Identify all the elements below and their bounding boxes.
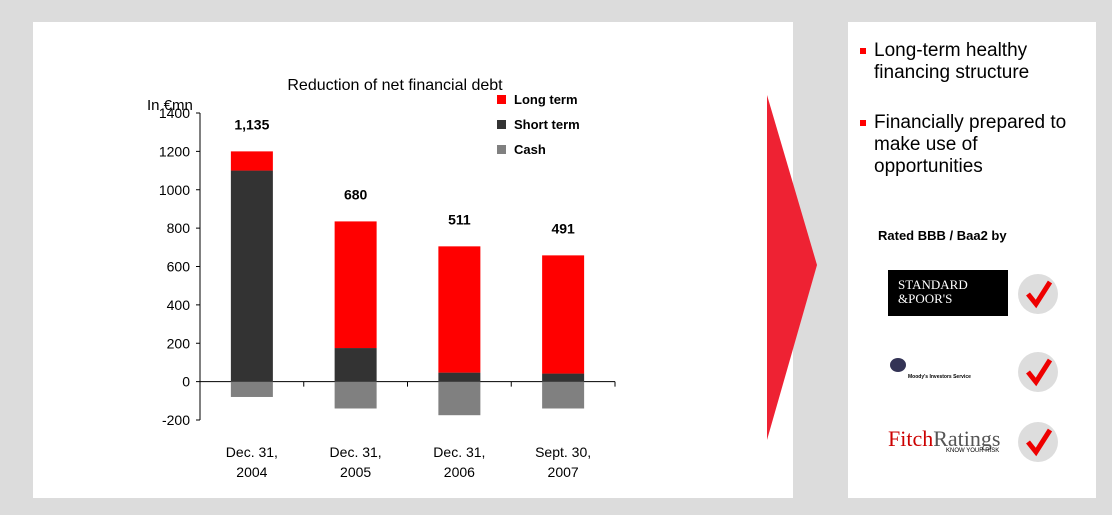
total-label: 491 xyxy=(551,220,575,236)
bar-segment xyxy=(438,372,481,382)
sidebar: Long-term healthy financing structure Fi… xyxy=(848,22,1096,498)
y-tick-label: -200 xyxy=(162,412,190,428)
total-label: 511 xyxy=(448,211,471,227)
arrow xyxy=(767,95,817,440)
y-tick-label: 600 xyxy=(167,259,191,275)
rated-label: Rated BBB / Baa2 by xyxy=(878,228,1007,243)
legend-label: Short term xyxy=(514,117,580,132)
bar-segment xyxy=(334,221,377,349)
x-tick-label: 2007 xyxy=(548,464,579,480)
y-tick-label: 1000 xyxy=(159,182,190,198)
check-icon xyxy=(1026,428,1053,457)
bar-segment xyxy=(334,348,377,382)
check xyxy=(1018,274,1058,314)
chart-title: Reduction of net financial debt xyxy=(287,77,503,94)
bar-segment xyxy=(542,255,585,374)
logo-text: &POOR'S xyxy=(898,291,953,306)
chart: Reduction of net financial debt In €mn -… xyxy=(33,22,817,498)
sp-logo: STANDARD &POOR'S xyxy=(888,270,1008,316)
bullet: Long-term healthy financing structure xyxy=(860,40,1074,84)
unit-label: In €mn xyxy=(147,97,193,114)
chart-panel xyxy=(33,22,793,498)
logo-text: Moody's Investors Service xyxy=(908,374,971,380)
check xyxy=(1018,352,1058,392)
check-icon xyxy=(1026,280,1053,309)
bar-segment xyxy=(438,381,481,416)
check-icon xyxy=(1026,358,1053,387)
legend-swatch xyxy=(497,95,506,104)
bar-segment xyxy=(230,151,273,171)
total-label: 1,135 xyxy=(234,116,269,132)
logo-text: STANDARD xyxy=(898,277,968,292)
bar-segment xyxy=(542,373,585,382)
x-tick-label: 2004 xyxy=(236,464,267,480)
legend-label: Cash xyxy=(514,142,546,157)
check xyxy=(1018,422,1058,462)
legend-swatch xyxy=(497,120,506,129)
logo-mark xyxy=(890,358,906,372)
y-tick-label: 1400 xyxy=(159,105,190,121)
bar-segment xyxy=(542,381,585,409)
x-tick-label: Dec. 31, xyxy=(330,444,382,460)
total-label: 680 xyxy=(344,186,368,202)
bar-segment xyxy=(230,170,273,382)
fitch-logo: FitchRatings KNOW YOUR RISK xyxy=(888,426,1000,454)
logo-text: Fitch xyxy=(888,426,934,451)
x-tick-label: Sept. 30, xyxy=(535,444,591,460)
y-tick-label: 800 xyxy=(167,220,191,236)
y-tick-label: 400 xyxy=(167,297,191,313)
x-tick-label: 2006 xyxy=(444,464,475,480)
bar-segment xyxy=(438,246,481,373)
y-tick-label: 1200 xyxy=(159,143,190,159)
legend-swatch xyxy=(497,145,506,154)
y-tick-label: 0 xyxy=(182,374,190,390)
x-tick-label: 2005 xyxy=(340,464,371,480)
bar-segment xyxy=(230,381,273,397)
logo-text: KNOW YOUR RISK xyxy=(946,448,1000,454)
bullet: Financially prepared to make use of oppo… xyxy=(860,112,1074,178)
y-tick-label: 200 xyxy=(167,335,191,351)
moodys-logo: Moody's Investors Service xyxy=(888,358,998,388)
x-tick-label: Dec. 31, xyxy=(433,444,485,460)
logo-text: Ratings xyxy=(933,426,1001,451)
legend-label: Long term xyxy=(514,92,578,107)
bar-segment xyxy=(334,381,377,409)
x-tick-label: Dec. 31, xyxy=(226,444,278,460)
